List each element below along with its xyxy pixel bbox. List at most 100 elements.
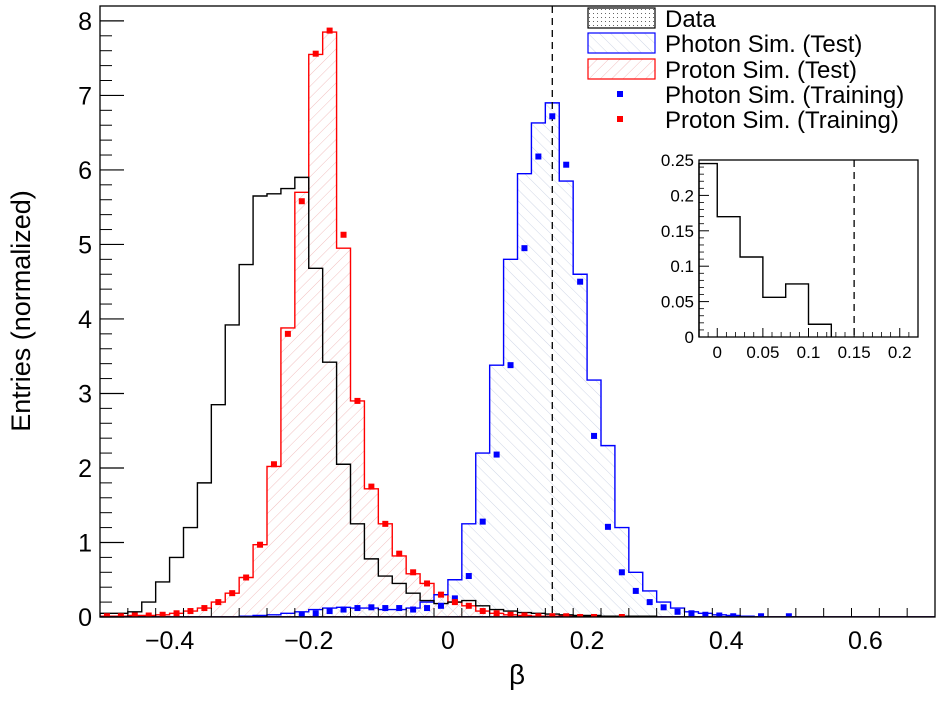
legend-label: Photon Sim. (Test) [665, 31, 862, 58]
photon-training-marker [382, 605, 389, 612]
photon-training-marker [354, 605, 361, 612]
inset-y-tick-label: 0 [685, 328, 694, 347]
proton-training-marker [257, 541, 264, 548]
x-tick-label: −0.4 [145, 627, 194, 655]
photon-training-marker [451, 595, 458, 602]
x-tick-label: −0.2 [284, 627, 333, 655]
proton-training-marker [382, 520, 389, 527]
inset-plot: 0 0.05 0.1 0.15 0.2 0.25 0 0.05 0.1 0.15 0.2 [661, 151, 919, 362]
proton-training-marker [424, 580, 431, 587]
photon-training-marker [632, 587, 639, 594]
photon-training-marker [465, 573, 472, 580]
photon-training-marker [646, 599, 653, 606]
proton-training-marker [591, 614, 598, 617]
y-tick-label: 2 [78, 455, 92, 483]
photon-training-marker [785, 613, 792, 617]
inset-y-tick-label: 0.1 [670, 257, 694, 276]
photon-training-marker [563, 161, 570, 168]
proton-training-marker [159, 611, 166, 617]
proton-training-marker [521, 612, 528, 617]
legend-swatch-data [587, 7, 656, 29]
proton-training-marker [368, 483, 375, 490]
inset-x-tick-label: 0.2 [888, 343, 912, 362]
proton-training-marker [354, 397, 361, 404]
photon-training-marker [507, 362, 514, 369]
photon-training-marker [535, 153, 542, 160]
y-tick-label: 5 [78, 231, 92, 259]
y-tick-label: 3 [78, 380, 92, 408]
inset-y-tick-label: 0.05 [661, 293, 694, 312]
photon-training-marker [702, 611, 709, 617]
y-tick-label: 4 [78, 306, 92, 334]
inset-y-tick-label: 0.15 [661, 222, 694, 241]
proton-training-marker [187, 608, 194, 615]
proton-training-marker [507, 611, 514, 617]
legend-label: Data [665, 6, 716, 33]
y-tick-label: 8 [78, 8, 92, 36]
legend-label: Photon Sim. (Training) [665, 82, 904, 109]
proton-training-marker [493, 610, 500, 617]
x-tick-label: 0.2 [570, 627, 605, 655]
y-tick-label: 6 [78, 157, 92, 185]
proton-training-marker [549, 613, 556, 617]
proton-training-marker [465, 602, 472, 609]
inset-x-tick-label: 0.05 [746, 343, 779, 362]
legend-swatch-photon-test [587, 32, 656, 54]
inset-y-tick-label: 0.25 [661, 151, 694, 170]
proton-training-marker [340, 231, 347, 238]
photon-training-marker [577, 278, 584, 285]
x-tick-label: 0 [441, 627, 455, 655]
proton-training-marker [215, 599, 222, 606]
photon-training-marker [479, 518, 486, 525]
photon-training-marker [758, 613, 765, 617]
proton-training-marker [201, 605, 208, 612]
photon-training-marker [618, 569, 625, 576]
photon-test-fill [100, 102, 935, 617]
photon-training-marker [368, 604, 375, 611]
proton-training-marker [229, 590, 236, 597]
proton-training-marker [437, 591, 444, 598]
legend-label: Proton Sim. (Training) [665, 107, 899, 134]
photon-training-marker [424, 605, 431, 612]
photon-training-marker [340, 606, 347, 613]
proton-training-marker [618, 614, 625, 617]
photon-training-marker [312, 610, 319, 617]
inset-x-tick-label: 0.15 [838, 343, 871, 362]
proton-training-marker [312, 50, 319, 57]
proton-training-marker [173, 610, 180, 617]
photon-training-marker [396, 605, 403, 612]
inset-x-tick-label: 0 [713, 343, 722, 362]
proton-training-marker [270, 461, 277, 468]
photon-training-marker [298, 612, 305, 617]
x-axis-label: β [509, 659, 525, 690]
x-tick-label: 0.6 [848, 627, 883, 655]
proton-training-marker [243, 574, 250, 581]
y-tick-label: 1 [78, 529, 92, 557]
proton-training-marker [535, 613, 542, 617]
proton-training-marker [326, 27, 333, 34]
photon-training-marker [521, 245, 528, 252]
y-tick-label: 7 [78, 82, 92, 110]
x-tick-label: 0.4 [709, 627, 744, 655]
photon-training-marker [604, 523, 611, 530]
proton-training-marker [410, 569, 417, 576]
legend-swatch-proton-test [587, 58, 656, 80]
photon-training-marker [410, 606, 417, 613]
photon-training-marker [674, 608, 681, 615]
photon-training-marker [549, 113, 556, 120]
inset-x-tick-label: 0.1 [797, 343, 821, 362]
photon-training-marker [730, 613, 737, 617]
inset-y-tick-label: 0.2 [670, 186, 694, 205]
proton-training-marker [479, 608, 486, 615]
photon-training-marker [660, 604, 667, 611]
y-axis-label: Entries (normalized) [6, 190, 36, 432]
photon-training-marker [326, 608, 333, 615]
legend-label: Proton Sim. (Test) [665, 57, 857, 84]
main-markers [103, 27, 792, 617]
inset-data-histogram [698, 162, 833, 337]
photon-training-marker [437, 602, 444, 609]
main-axes: 0 1 2 3 4 5 6 7 8 −0.4 −0.2 0 0.2 0.4 0.6 [78, 5, 936, 655]
proton-training-marker [284, 330, 291, 337]
